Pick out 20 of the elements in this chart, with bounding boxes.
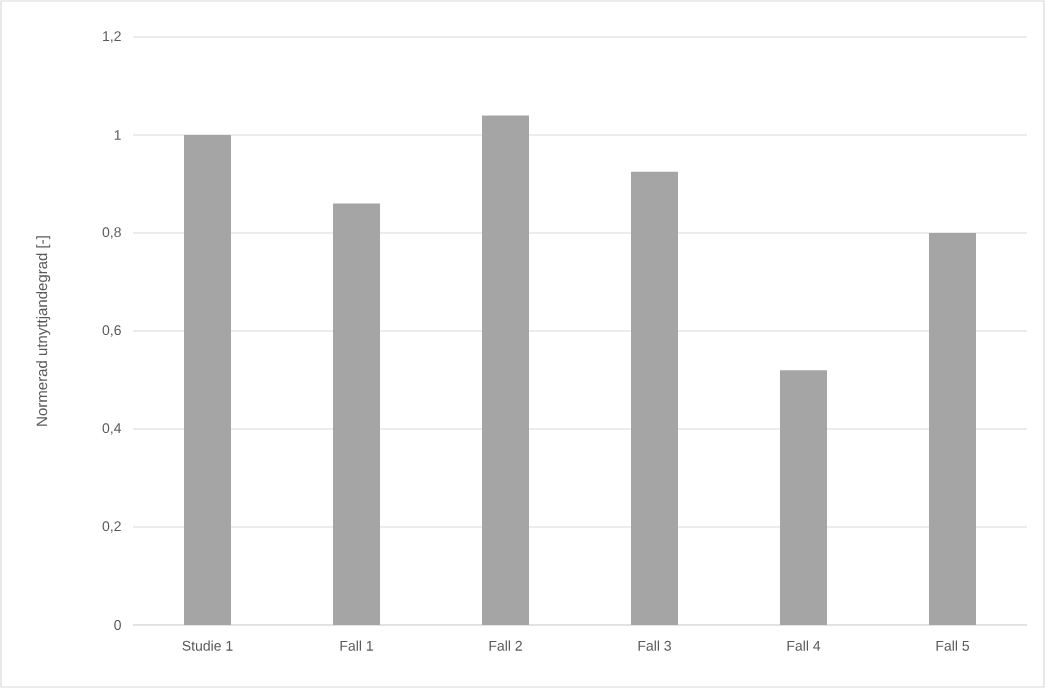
x-tick-label: Fall 2: [489, 640, 522, 651]
x-tick-label: Fall 3: [638, 640, 671, 651]
x-tick-label: Fall 5: [936, 640, 970, 651]
bar: [780, 370, 828, 625]
y-tick-label: 1,2: [103, 31, 121, 43]
x-tick-label: Studie 1: [182, 640, 233, 651]
x-tick-label: Fall 4: [787, 640, 821, 651]
y-tick-label: 1: [114, 130, 121, 140]
x-tick-label: Fall 1: [340, 640, 373, 651]
y-tick-label: 0: [114, 620, 121, 630]
y-tick-label: 0,8: [102, 227, 121, 239]
y-tick-label: 0,6: [102, 325, 121, 337]
y-axis-title: Normerad utnyttjandegrad [-]: [36, 236, 51, 426]
bar: [482, 115, 529, 625]
bar: [929, 232, 977, 625]
bar: [184, 134, 232, 625]
bar: [631, 171, 679, 625]
y-tick-label: 0,4: [102, 423, 122, 435]
bar: [333, 203, 381, 625]
y-tick-label: 0,2: [102, 521, 121, 533]
